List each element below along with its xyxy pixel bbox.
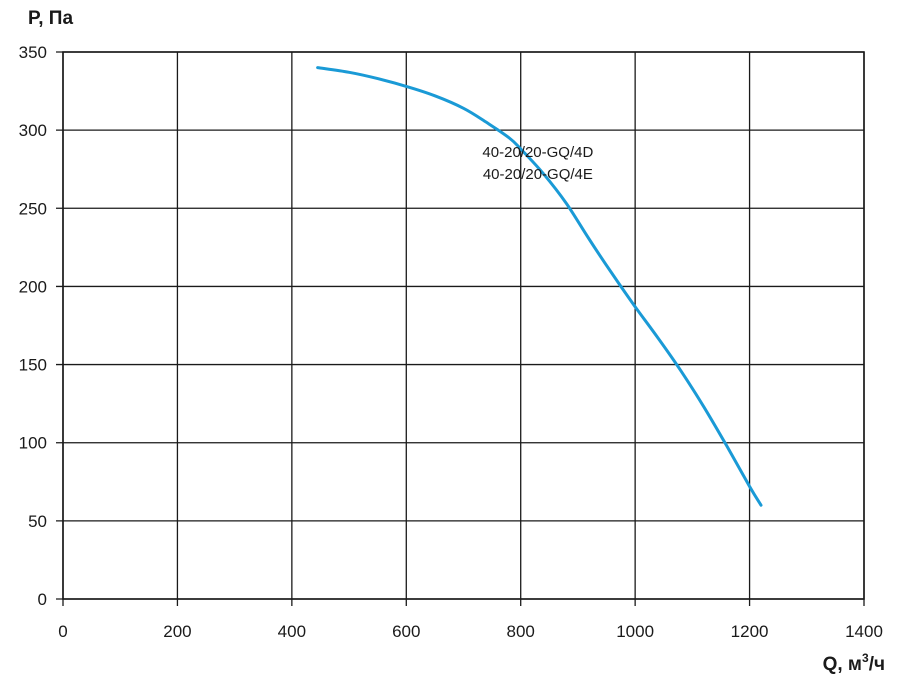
x-axis-title: Q, м3/ч [823, 651, 885, 675]
annotations: 40-20/20-GQ/4D 40-20/20-GQ/4E [482, 144, 593, 183]
curve-label: 40-20/20-GQ/4D [482, 144, 593, 161]
grid [56, 51, 865, 606]
x-tick-label: 800 [507, 622, 535, 641]
x-tick-label: 200 [163, 622, 191, 641]
x-tick-label: 1200 [731, 622, 769, 641]
x-tick-label: 0 [58, 622, 67, 641]
y-axis-title: P, Па [28, 8, 73, 29]
series-line-0 [316, 66, 763, 507]
x-tick-label: 1400 [845, 622, 883, 641]
x-axis-title-sup: 3 [862, 651, 869, 665]
tick-labels: 0 200 400 600 800 1000 1200 1400 0 50 100 150 200 250… [19, 43, 883, 641]
x-tick-label: 400 [278, 622, 306, 641]
x-tick-label: 1000 [616, 622, 654, 641]
y-tick-label: 200 [19, 277, 47, 296]
y-tick-label: 50 [28, 512, 47, 531]
y-tick-label: 300 [19, 121, 47, 140]
plot-frame [62, 51, 865, 600]
y-tick-label: 250 [19, 199, 47, 218]
x-axis-title-suffix: /ч [869, 654, 885, 675]
y-tick-label: 350 [19, 43, 47, 62]
y-tick-label: 0 [38, 590, 47, 609]
series-layer [316, 66, 763, 507]
y-tick-label: 150 [19, 356, 47, 375]
y-tick-label: 100 [19, 434, 47, 453]
x-tick-label: 600 [392, 622, 420, 641]
curve-label: 40-20/20-GQ/4E [483, 166, 593, 183]
x-axis-title-main: Q, м [823, 654, 862, 675]
